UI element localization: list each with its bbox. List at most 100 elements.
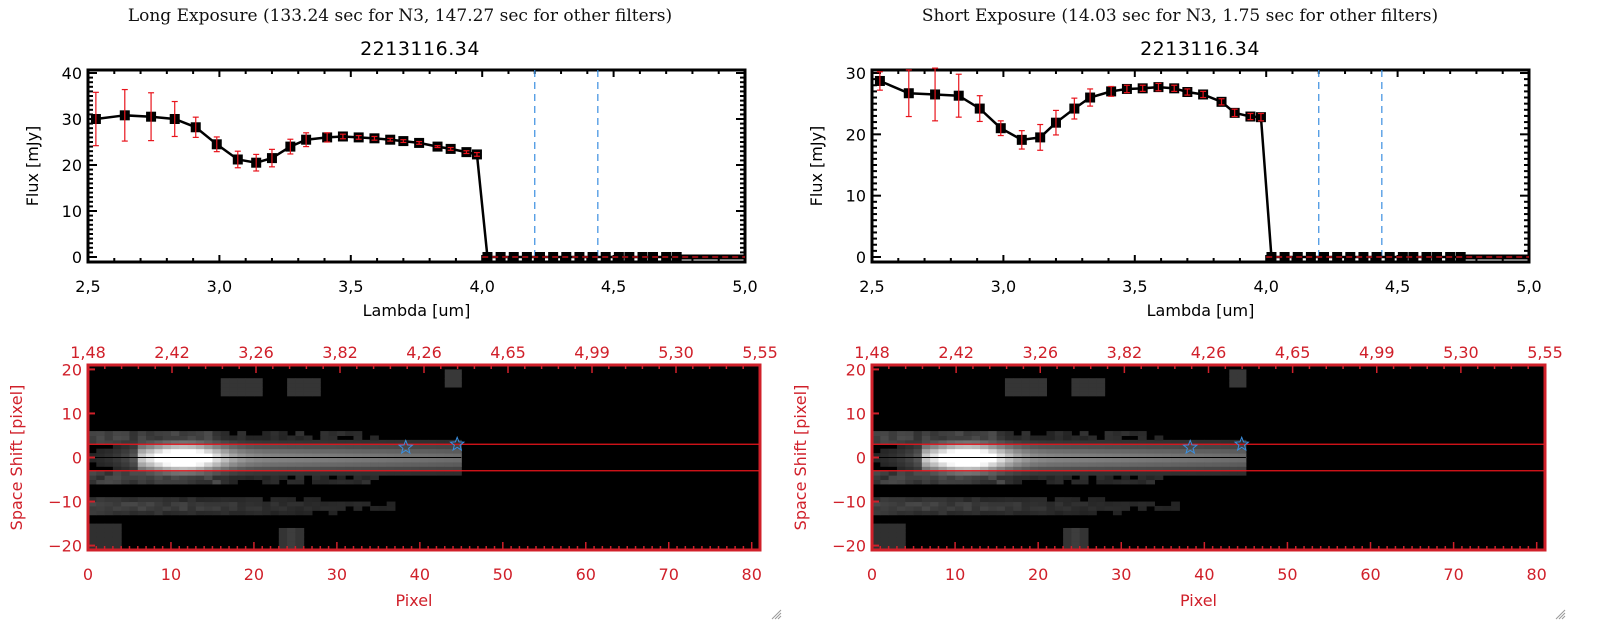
image-pixel (1229, 470, 1239, 476)
image-pixel (361, 461, 371, 467)
image-pixel (988, 510, 998, 516)
image-pixel (1029, 435, 1039, 441)
image-pixel (1063, 510, 1072, 516)
image-pixel (980, 505, 989, 511)
image-pixel (872, 475, 881, 481)
image-pixel (988, 497, 998, 503)
image-pixel (121, 435, 130, 441)
image-pixel (353, 501, 363, 507)
image-pixel (938, 475, 948, 481)
image-pixel (444, 373, 454, 379)
image-pixel (278, 457, 288, 463)
x-axis-title: Pixel (1180, 591, 1217, 610)
image-pixel (162, 461, 172, 467)
image-pixel (137, 497, 147, 503)
image-pixel (295, 439, 305, 445)
image-pixel (1079, 536, 1089, 542)
image-pixel (312, 448, 321, 454)
image-pixel (996, 457, 1006, 463)
image-pixel (1196, 448, 1205, 454)
image-pixel (980, 439, 989, 445)
image-pixel (104, 475, 114, 481)
image-pixel (320, 431, 330, 436)
image-pixel (1146, 444, 1155, 450)
image-pixel (262, 431, 272, 436)
image-pixel (320, 461, 330, 467)
image-pixel (245, 466, 255, 472)
image-pixel (137, 505, 147, 511)
image-pixel (170, 457, 180, 463)
image-pixel (312, 505, 321, 511)
image-pixel (411, 448, 421, 454)
image-pixel (880, 448, 890, 454)
image-pixel (996, 479, 1006, 485)
image-pixel (963, 501, 973, 507)
image-pixel (1121, 505, 1131, 511)
image-pixel (270, 510, 280, 516)
image-pixel (403, 444, 413, 450)
image-pixel (1021, 435, 1031, 441)
image-pixel (905, 444, 915, 450)
image-pixel (361, 479, 371, 485)
image-pixel (370, 475, 379, 481)
image-pixel (872, 505, 881, 511)
image-pixel (1237, 444, 1247, 450)
image-pixel (946, 501, 956, 507)
resize-grip-left-icon[interactable] (770, 608, 782, 620)
image-pixel (394, 448, 404, 454)
image-pixel (921, 497, 931, 503)
image-pixel (1038, 448, 1047, 454)
image-pixel (1029, 444, 1039, 450)
image-pixel (121, 431, 130, 436)
image-pixel (394, 470, 404, 476)
image-pixel (1071, 448, 1081, 454)
image-pixel (1004, 378, 1014, 384)
image-pixel (1104, 457, 1114, 463)
image-pixel (930, 466, 939, 472)
image-pixel (1112, 448, 1122, 454)
image-pixel (1013, 448, 1023, 454)
image-pixel (1071, 497, 1081, 503)
image-pixel (955, 479, 964, 485)
image-pixel (955, 470, 964, 476)
image-pixel (212, 479, 222, 485)
image-pixel (1146, 448, 1155, 454)
image-pixel (913, 439, 923, 445)
image-pixel (872, 541, 881, 547)
image-pixel (303, 448, 313, 454)
image-pixel (988, 461, 998, 467)
image-pixel (378, 505, 388, 511)
image-pixel (905, 461, 915, 467)
image-pixel (896, 532, 906, 538)
image-pixel (295, 505, 305, 511)
image-pixel (270, 448, 280, 454)
image-pixel (880, 431, 890, 436)
image-pixel (1162, 470, 1172, 476)
y-axis-title: Flux [mJy] (23, 126, 42, 207)
image-pixel (121, 448, 130, 454)
image-pixel (88, 536, 97, 542)
image-pixel (1196, 453, 1205, 458)
image-pixel (1071, 536, 1081, 542)
image-pixel (1088, 466, 1097, 472)
image-pixel (170, 510, 180, 516)
image-pixel (345, 457, 354, 463)
image-pixel (1162, 457, 1172, 463)
image-pixel (955, 431, 964, 436)
image-pixel (320, 501, 330, 507)
image-pixel (262, 453, 272, 458)
image-pixel (1021, 505, 1031, 511)
image-pixel (146, 453, 155, 458)
image-pixel (905, 505, 915, 511)
image-pixel (411, 470, 421, 476)
resize-grip-right-icon[interactable] (1554, 608, 1566, 620)
image-pixel (1004, 431, 1014, 436)
image-pixel (1046, 448, 1056, 454)
image-pixel (905, 510, 915, 516)
image-pixel (1154, 470, 1164, 476)
image-pixel (938, 453, 948, 458)
image-pixel (1088, 448, 1097, 454)
image-pixel (212, 453, 222, 458)
image-pixel (229, 439, 238, 445)
image-pixel (1104, 505, 1114, 511)
